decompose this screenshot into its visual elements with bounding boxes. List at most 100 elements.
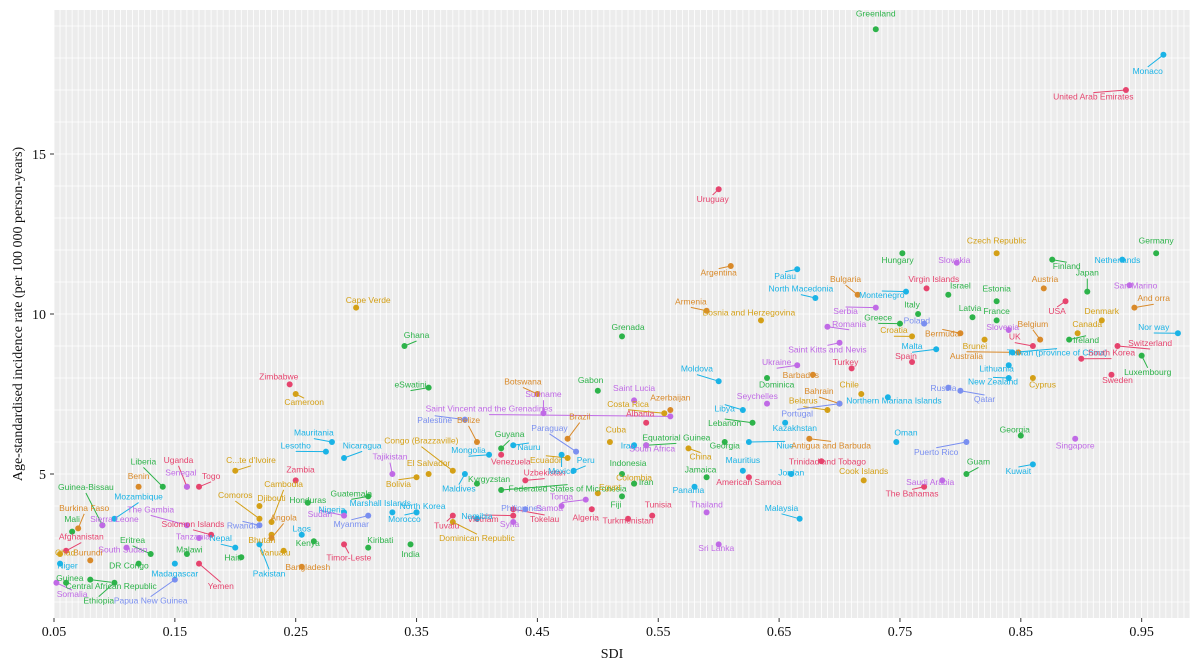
point-label: Sudan: [308, 509, 333, 519]
data-point: [872, 304, 879, 311]
point-label: Poland: [904, 316, 931, 326]
point-label: Angola: [270, 512, 297, 522]
data-point: [256, 515, 263, 522]
data-point: [498, 445, 505, 452]
data-point: [365, 493, 372, 500]
data-point: [486, 451, 493, 458]
point-label: Nepal: [210, 533, 232, 543]
point-label: And orra: [1137, 293, 1170, 303]
point-label: Guinea: [56, 573, 84, 583]
point-label: South Africa: [629, 444, 675, 454]
data-point: [1138, 352, 1145, 359]
data-point: [310, 538, 317, 545]
point-label: Uganda: [164, 455, 194, 465]
point-label: Kyrgyzstan: [468, 474, 510, 484]
data-point: [1062, 298, 1069, 305]
data-point: [1098, 317, 1105, 324]
data-point: [818, 458, 825, 465]
leader-line: [150, 579, 176, 598]
data-point: [993, 317, 1000, 324]
data-point: [757, 317, 764, 324]
point-label: Iran: [639, 477, 654, 487]
point-label: Russia: [930, 383, 956, 393]
data-point: [171, 560, 178, 567]
point-label: United Arab Emirates: [1053, 92, 1133, 102]
point-label: Uruguay: [697, 194, 730, 204]
data-point: [111, 515, 118, 522]
point-label: Pakistan: [253, 568, 286, 578]
data-point: [328, 439, 335, 445]
point-label: Estonia: [982, 284, 1011, 294]
point-label: Nor way: [1138, 322, 1170, 332]
data-point: [63, 547, 70, 554]
data-point: [111, 579, 118, 586]
leader-line: [313, 438, 333, 443]
point-label: Morocco: [388, 514, 421, 524]
point-label: Turkmenistan: [602, 516, 653, 526]
point-label: Qatar: [974, 394, 995, 404]
leader-line: [809, 438, 832, 442]
data-point: [69, 528, 76, 535]
point-label: Bhutan: [248, 535, 275, 545]
data-point: [1078, 355, 1085, 362]
point-label: Peru: [577, 455, 595, 465]
data-point: [280, 547, 287, 554]
data-point: [594, 387, 601, 394]
point-label: American Samoa: [716, 477, 781, 487]
point-label: Luxembourg: [1124, 367, 1172, 377]
point-label: Haiti: [224, 552, 241, 562]
point-label: Mauritania: [294, 428, 334, 438]
data-point: [401, 343, 408, 349]
point-label: Uzbekistan: [524, 468, 566, 478]
point-label: San Marino: [1114, 280, 1158, 290]
data-point: [183, 551, 190, 557]
point-label: South Sudan: [98, 544, 147, 554]
data-point: [63, 579, 70, 586]
point-label: Eritrea: [120, 535, 145, 545]
point-label: Saint Kitts and Nevis: [788, 344, 866, 354]
point-label: Saint Lucia: [613, 383, 655, 393]
point-label: Samoa: [536, 503, 563, 513]
x-tick-label: 0.15: [163, 625, 188, 640]
point-label: Algeria: [573, 512, 600, 522]
point-label: Sweden: [1102, 375, 1133, 385]
data-point: [268, 519, 275, 525]
data-point: [788, 471, 795, 477]
point-label: Ireland: [1073, 335, 1099, 345]
point-label: Maldives: [442, 484, 476, 494]
data-point: [498, 487, 505, 493]
leader-line: [421, 446, 454, 472]
data-point: [721, 439, 728, 445]
data-point: [582, 496, 589, 503]
leader-line: [627, 409, 665, 414]
point-label: Malta: [902, 341, 923, 351]
point-label: Oman: [894, 428, 917, 438]
y-tick-labels: 5 10 15: [32, 148, 54, 483]
point-label: Spain: [895, 351, 917, 361]
data-point: [1029, 343, 1036, 349]
leader-line: [192, 529, 212, 536]
leader-line: [881, 290, 907, 293]
data-point: [1072, 435, 1079, 442]
data-point: [661, 410, 668, 417]
point-label: Canada: [1072, 319, 1102, 329]
point-label: Armenia: [675, 296, 707, 306]
data-point: [969, 314, 976, 321]
point-label: Ukraine: [762, 357, 792, 367]
data-point: [522, 506, 529, 513]
point-label: Austria: [1032, 274, 1059, 284]
point-label: Rwanda: [227, 520, 258, 530]
leader-line: [942, 328, 961, 334]
data-point: [365, 512, 372, 519]
point-label: Azerbaijan: [650, 392, 690, 402]
leader-line: [748, 440, 786, 443]
data-point: [858, 391, 865, 397]
leader-line: [150, 514, 188, 526]
leader-line: [646, 442, 677, 446]
leader-line: [513, 508, 545, 516]
data-point: [389, 509, 396, 516]
point-label: Moldova: [681, 364, 713, 374]
point-label: Puerto Rico: [914, 447, 959, 457]
leader-line: [776, 364, 798, 369]
data-point: [510, 519, 517, 525]
